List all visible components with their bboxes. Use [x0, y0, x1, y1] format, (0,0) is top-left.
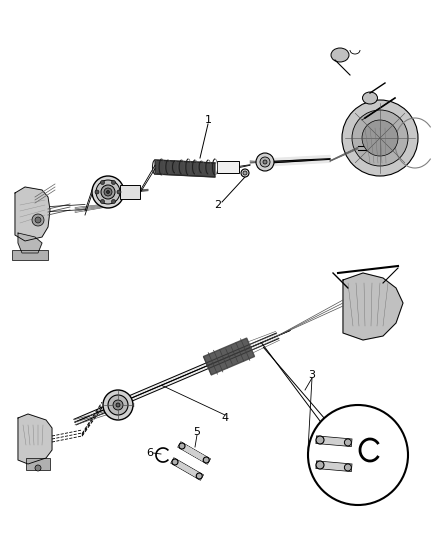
- Ellipse shape: [101, 185, 115, 199]
- Text: 5: 5: [194, 427, 201, 437]
- Circle shape: [243, 171, 247, 175]
- Ellipse shape: [113, 400, 123, 410]
- Text: 6: 6: [146, 448, 153, 458]
- Circle shape: [344, 439, 351, 446]
- Polygon shape: [74, 333, 279, 425]
- Circle shape: [172, 459, 178, 465]
- Polygon shape: [18, 233, 42, 253]
- Text: 2: 2: [215, 200, 222, 210]
- Circle shape: [112, 181, 116, 184]
- Circle shape: [35, 217, 41, 223]
- Ellipse shape: [96, 180, 120, 204]
- Bar: [217, 161, 239, 173]
- Ellipse shape: [104, 188, 112, 196]
- Circle shape: [100, 181, 105, 184]
- Circle shape: [308, 405, 408, 505]
- Bar: [120, 185, 140, 199]
- Ellipse shape: [331, 48, 349, 62]
- Circle shape: [179, 443, 185, 449]
- Circle shape: [112, 199, 116, 204]
- Bar: [26, 458, 50, 470]
- Text: 4: 4: [222, 413, 229, 423]
- Ellipse shape: [103, 390, 133, 420]
- Circle shape: [362, 120, 398, 156]
- Ellipse shape: [92, 176, 124, 208]
- Circle shape: [316, 436, 324, 444]
- Circle shape: [344, 464, 351, 471]
- Circle shape: [196, 473, 202, 479]
- Circle shape: [203, 457, 209, 463]
- Polygon shape: [15, 187, 50, 241]
- Text: 1: 1: [205, 115, 212, 125]
- Polygon shape: [155, 160, 215, 177]
- Ellipse shape: [263, 160, 267, 164]
- Polygon shape: [204, 338, 254, 375]
- Circle shape: [241, 169, 249, 177]
- Polygon shape: [274, 156, 330, 166]
- Ellipse shape: [260, 157, 270, 167]
- Polygon shape: [18, 414, 52, 464]
- Circle shape: [100, 199, 105, 204]
- Circle shape: [352, 110, 408, 166]
- Ellipse shape: [106, 190, 110, 193]
- Circle shape: [35, 465, 41, 471]
- Ellipse shape: [108, 395, 128, 415]
- Text: 3: 3: [308, 370, 315, 380]
- Circle shape: [316, 461, 324, 469]
- Circle shape: [32, 214, 44, 226]
- Bar: [12, 250, 48, 260]
- Ellipse shape: [116, 403, 120, 407]
- Polygon shape: [343, 273, 403, 340]
- Circle shape: [117, 190, 121, 194]
- Circle shape: [95, 190, 99, 194]
- Ellipse shape: [256, 153, 274, 171]
- Ellipse shape: [363, 92, 378, 104]
- Circle shape: [342, 100, 418, 176]
